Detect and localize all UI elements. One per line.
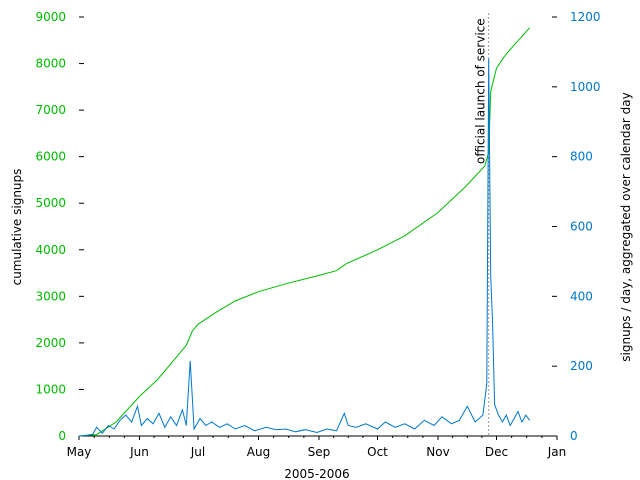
x-tick-label: Nov	[426, 445, 449, 459]
left-y-tick-label: 2000	[35, 336, 66, 350]
right-y-tick-label: 1200	[570, 10, 601, 24]
left-y-tick-label: 5000	[35, 196, 66, 210]
x-tick-label: May	[67, 445, 92, 459]
right-y-tick-label: 600	[570, 220, 593, 234]
left-y-tick-label: 4000	[35, 243, 66, 257]
launch-annotation-label: official launch of service	[474, 18, 488, 164]
x-tick-label: Sep	[308, 445, 331, 459]
x-tick-label: Jan	[547, 445, 567, 459]
x-tick-label: Jun	[129, 445, 149, 459]
x-axis-label: 2005-2006	[284, 467, 349, 480]
daily-signups-line	[78, 58, 531, 437]
left-y-tick-label: 8000	[35, 57, 66, 71]
right-y-tick-label: 200	[570, 359, 593, 373]
plot-area: May Jun Jul Aug Sep Oct Nov Dec Jan0100020003000…	[35, 10, 600, 459]
right-y-tick-label: 1000	[570, 80, 601, 94]
x-tick-label: Oct	[367, 445, 388, 459]
left-y-tick-label: 3000	[35, 289, 66, 303]
left-y-axis-label: cumulative signups	[10, 169, 24, 286]
x-tick-label: Aug	[247, 445, 270, 459]
x-tick-label: Dec	[485, 445, 508, 459]
right-y-tick-label: 0	[570, 429, 578, 443]
left-y-tick-label: 1000	[35, 382, 66, 396]
right-y-tick-label: 800	[570, 150, 593, 164]
left-y-tick-label: 0	[58, 429, 66, 443]
right-y-axis-label: signups / day, aggregated over calendar …	[619, 92, 633, 361]
cumulative-signups-line	[78, 27, 531, 437]
x-tick-label: Jul	[190, 445, 205, 459]
right-y-tick-label: 400	[570, 289, 593, 303]
left-y-tick-label: 6000	[35, 150, 66, 164]
left-y-tick-label: 9000	[35, 10, 66, 24]
left-y-tick-label: 7000	[35, 103, 66, 117]
